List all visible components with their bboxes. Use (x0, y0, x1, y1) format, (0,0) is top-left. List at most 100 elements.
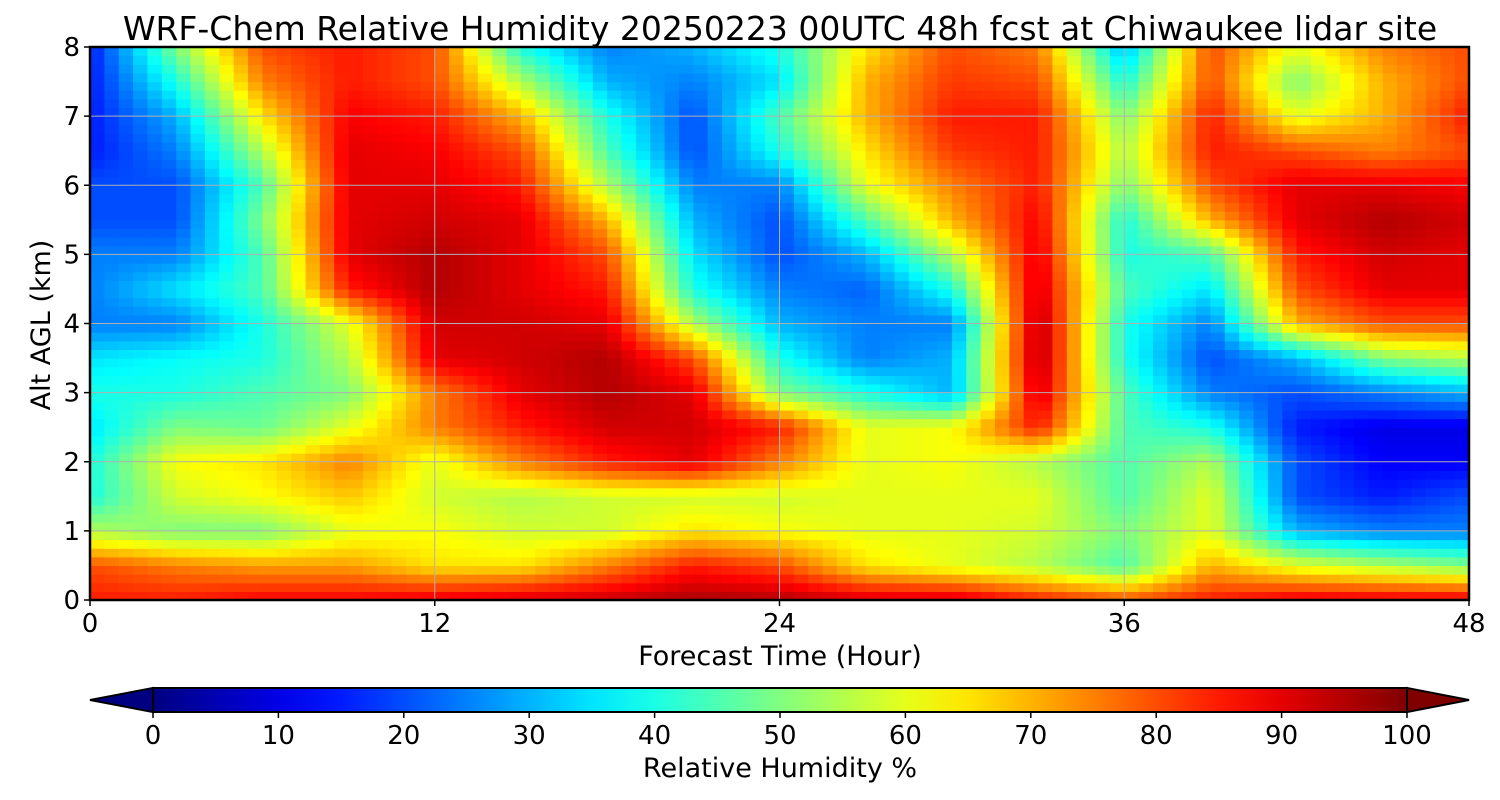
heatmap-cell (808, 314, 824, 325)
heatmap-cell (880, 392, 896, 402)
heatmap-cell (765, 167, 781, 178)
heatmap-cell (319, 185, 335, 195)
heatmap-cell (147, 487, 163, 497)
heatmap-cell (118, 245, 134, 255)
heatmap-cell (90, 288, 105, 299)
heatmap-cell (161, 392, 177, 402)
heatmap-cell (578, 574, 594, 584)
heatmap-cell (592, 522, 608, 532)
heatmap-cell (204, 219, 220, 230)
heatmap-cell (219, 263, 235, 273)
heatmap-cell (779, 167, 795, 178)
heatmap-cell (1239, 340, 1255, 351)
heatmap-cell (937, 574, 953, 584)
heatmap-cell (391, 323, 407, 333)
heatmap-cell (1138, 193, 1154, 204)
heatmap-cell (1023, 461, 1039, 471)
heatmap-cell (1124, 263, 1140, 273)
heatmap-cell (406, 245, 421, 255)
heatmap-cell (463, 366, 479, 376)
heatmap-cell (1138, 271, 1154, 281)
heatmap-cell (564, 556, 579, 567)
heatmap-cell (592, 470, 608, 480)
heatmap-cell (765, 228, 781, 238)
heatmap-cell (1124, 237, 1140, 247)
heatmap-cell (348, 271, 364, 281)
heatmap-cell (549, 513, 565, 523)
heatmap-cell (736, 228, 752, 238)
heatmap-cell (1425, 574, 1441, 584)
heatmap-cell (1339, 271, 1355, 281)
heatmap-cell (722, 375, 737, 385)
heatmap-cell (635, 487, 651, 497)
heatmap-cell (722, 383, 737, 394)
heatmap-cell (1425, 323, 1441, 333)
heatmap-cell (176, 427, 192, 437)
heatmap-cell (693, 185, 709, 195)
heatmap-cell (1124, 496, 1140, 506)
heatmap-cell (204, 392, 220, 402)
heatmap-cell (980, 228, 996, 238)
heatmap-cell (1052, 176, 1068, 186)
heatmap-cell (951, 228, 967, 238)
heatmap-cell (204, 271, 220, 281)
heatmap-cell (1267, 280, 1283, 290)
heatmap-cell (736, 496, 752, 506)
heatmap-cell (1397, 228, 1413, 238)
heatmap-cell (90, 565, 105, 575)
heatmap-cell (161, 340, 177, 351)
heatmap-cell (980, 185, 996, 195)
heatmap-cell (765, 314, 781, 325)
heatmap-cell (506, 418, 522, 428)
heatmap-cell (520, 306, 536, 316)
heatmap-cell (808, 245, 824, 255)
heatmap-cell (305, 280, 321, 290)
heatmap-cell (1196, 358, 1212, 368)
heatmap-cell (1038, 280, 1054, 290)
heatmap-cell (520, 504, 536, 515)
heatmap-cell (420, 470, 436, 480)
heatmap-cell (348, 548, 364, 558)
heatmap-cell (1282, 479, 1298, 489)
heatmap-cell (1009, 470, 1025, 480)
heatmap-cell (362, 383, 378, 394)
heatmap-cell (1397, 444, 1413, 454)
heatmap-cell (161, 574, 177, 584)
heatmap-cell (722, 453, 737, 463)
heatmap-cell (391, 288, 407, 299)
heatmap-cell (1152, 582, 1168, 592)
heatmap-cell (348, 263, 364, 273)
heatmap-cell (592, 280, 608, 290)
heatmap-cell (1052, 219, 1068, 230)
heatmap-cell (1152, 228, 1168, 238)
heatmap-cell (1296, 539, 1312, 549)
heatmap-cell (736, 487, 752, 497)
heatmap-cell (492, 427, 508, 437)
heatmap-cell (190, 193, 206, 204)
heatmap-cell (678, 522, 694, 532)
heatmap-cell (1081, 263, 1097, 273)
heatmap-cell (420, 574, 436, 584)
heatmap-cell (204, 435, 220, 446)
heatmap-cell (204, 288, 220, 299)
heatmap-cell (678, 479, 694, 489)
heatmap-cell (161, 306, 177, 316)
heatmap-cell (1296, 306, 1312, 316)
heatmap-cell (750, 539, 766, 549)
heatmap-cell (607, 565, 623, 575)
heatmap-cell (1354, 349, 1370, 359)
heatmap-cell (90, 435, 105, 446)
heatmap-cell (520, 211, 536, 221)
heatmap-cell (204, 349, 220, 359)
heatmap-cell (1066, 245, 1082, 255)
heatmap-cell (362, 306, 378, 316)
heatmap-cell (635, 332, 651, 342)
heatmap-cell (104, 150, 120, 160)
heatmap-cell (1425, 522, 1441, 532)
heatmap-cell (118, 314, 134, 325)
heatmap-cell (147, 349, 163, 359)
heatmap-cell (1181, 591, 1197, 601)
heatmap-cell (1009, 314, 1025, 325)
heatmap-cell (894, 530, 910, 541)
heatmap-cell (118, 263, 134, 273)
